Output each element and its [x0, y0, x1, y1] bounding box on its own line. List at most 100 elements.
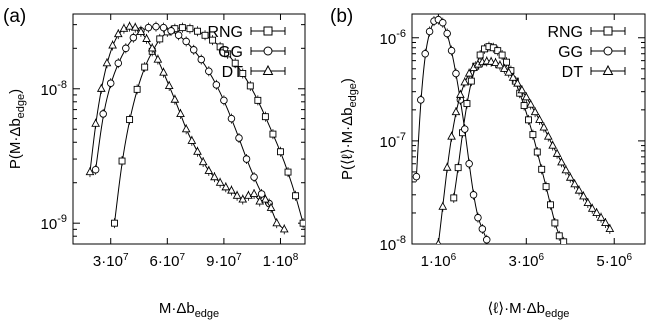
y-tick-label: 10-6 [380, 28, 406, 48]
data-point-dt [539, 122, 549, 131]
data-point-gg [425, 27, 434, 36]
data-point-rng [494, 47, 502, 55]
data-point-rng [209, 36, 217, 44]
legend-marker-square [263, 26, 273, 36]
y-axis-label: P(M·Δbedge) [7, 89, 27, 169]
data-point-dt [601, 218, 610, 227]
legend-marker-circle [263, 46, 273, 56]
panel-label: (a) [3, 6, 26, 27]
data-point-rng [224, 50, 232, 58]
data-point-gg [250, 173, 258, 181]
data-point-gg [144, 23, 153, 32]
data-point-rng [118, 157, 126, 165]
data-point-dt [455, 89, 465, 98]
data-point-gg [447, 46, 456, 55]
data-point-dt [96, 83, 106, 92]
data-point-rng [547, 201, 554, 209]
legend-label-dt: DT [222, 64, 244, 81]
data-point-dt [210, 172, 219, 181]
data-point-dt [113, 29, 123, 38]
data-point-gg [220, 96, 228, 105]
data-point-dt [204, 165, 214, 174]
panel-label: (b) [330, 6, 353, 27]
data-point-gg [474, 213, 482, 222]
data-point-dt [552, 148, 562, 157]
data-point-gg [478, 225, 487, 233]
data-point-dt [249, 189, 259, 197]
data-point-dt [187, 135, 197, 144]
data-point-dt [561, 165, 571, 174]
data-point-dt [513, 78, 522, 87]
data-point-gg [235, 134, 243, 142]
data-point-dt [272, 218, 282, 227]
data-point-gg [99, 110, 107, 118]
data-point-gg [461, 125, 469, 133]
data-point-dt [460, 77, 470, 86]
data-point-dt [227, 185, 236, 194]
x-tick-label: 6·107 [150, 252, 186, 270]
x-tick-label: 1·108 [263, 252, 299, 270]
data-point-dt [543, 131, 553, 140]
data-point-rng [133, 85, 141, 93]
fit-curve-dt [437, 61, 611, 244]
data-point-rng [520, 102, 528, 110]
data-point-dt [574, 185, 584, 194]
data-point-rng [450, 194, 458, 202]
data-point-dt [517, 85, 527, 94]
data-point-gg [257, 190, 266, 198]
data-point-dt [238, 194, 248, 203]
legend-marker-circle [603, 46, 613, 56]
data-point-gg [189, 46, 198, 54]
x-tick-label: 1·106 [421, 252, 457, 270]
x-axis-label: ⟨ℓ⟩·M·Δbedge [488, 300, 570, 320]
x-tick-label: 3·106 [509, 252, 545, 270]
fit-curve-rng [113, 27, 304, 224]
data-point-gg [439, 18, 447, 27]
data-point-rng [525, 116, 532, 124]
data-point-dt [438, 201, 448, 210]
y-axis-label: P(⟨ℓ⟩·M·Δbedge) [339, 78, 359, 180]
data-point-dt [605, 223, 615, 232]
data-point-rng [194, 27, 201, 35]
data-point-gg [114, 59, 123, 67]
legend: RNG GG DT [207, 24, 286, 81]
data-point-dt [521, 92, 531, 101]
data-point-rng [476, 51, 484, 59]
legend-label-dt: DT [562, 64, 584, 81]
data-point-gg [205, 67, 213, 76]
data-point-gg [443, 29, 451, 38]
data-point-dt [504, 67, 514, 76]
data-point-rng [231, 59, 239, 67]
data-point-rng [503, 58, 510, 66]
data-point-dt [486, 56, 496, 65]
data-point-rng [538, 165, 546, 173]
data-point-rng [141, 63, 149, 71]
data-point-dt [147, 43, 157, 52]
data-point-gg [212, 81, 221, 89]
data-point-gg [421, 49, 429, 58]
data-point-dt [535, 114, 544, 123]
y-tick-label: 10-8 [41, 79, 67, 99]
data-point-dt [159, 67, 168, 76]
data-point-gg [159, 23, 168, 32]
data-point-dt [261, 194, 270, 203]
data-point-rng [292, 192, 300, 200]
data-point-rng [284, 168, 292, 176]
data-point-dt [232, 190, 242, 199]
data-point-rng [216, 43, 224, 51]
data-point-rng [111, 219, 118, 227]
data-point-dt [221, 182, 231, 191]
data-point-rng [463, 100, 471, 108]
data-point-dt [491, 57, 500, 66]
data-point-rng [156, 35, 164, 43]
plot-frame [411, 13, 646, 245]
data-point-rng [246, 82, 254, 90]
data-point-dt [91, 118, 100, 127]
data-point-rng [551, 219, 559, 227]
data-point-rng [467, 77, 475, 85]
data-point-dt [215, 177, 225, 186]
data-point-rng [186, 25, 194, 33]
legend-label-rng: RNG [207, 24, 243, 41]
legend-label-gg: GG [558, 44, 583, 61]
